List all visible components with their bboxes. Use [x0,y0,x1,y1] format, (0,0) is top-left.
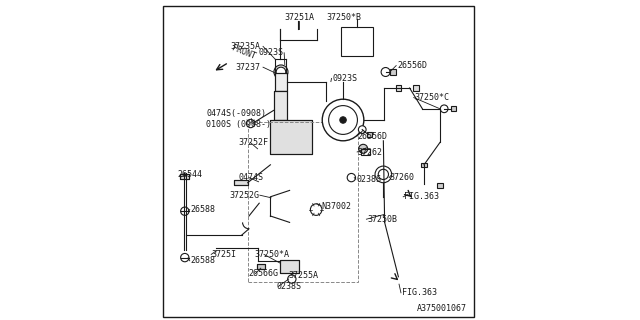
Bar [421,163,427,167]
Bar [361,149,370,155]
Bar [367,132,372,137]
Text: 26544: 26544 [178,170,203,179]
Text: 37255A: 37255A [288,271,318,280]
Text: 0474S(-0908): 0474S(-0908) [206,109,266,118]
Text: 37237: 37237 [236,63,261,72]
Bar [340,27,372,56]
Text: 37260: 37260 [390,173,415,182]
Circle shape [276,67,286,77]
Bar [180,174,189,179]
Circle shape [180,207,189,215]
Bar [234,180,248,185]
Text: 37252F: 37252F [239,138,268,147]
Bar [396,85,401,91]
Bar [280,260,298,273]
Text: FIG.363: FIG.363 [402,288,436,297]
Bar [234,180,248,185]
Text: 37250B: 37250B [367,215,397,224]
Text: 26588: 26588 [191,205,216,214]
Bar [270,120,312,154]
Circle shape [288,275,296,283]
Text: 0100S (0908-): 0100S (0908-) [206,120,271,129]
Text: 0238S: 0238S [277,282,302,291]
Circle shape [340,117,346,123]
Bar [257,264,265,269]
Circle shape [358,126,366,133]
Text: 37235A: 37235A [231,42,261,51]
Bar [274,91,287,120]
Circle shape [274,65,288,79]
Bar [275,73,287,91]
Bar [274,91,287,120]
Bar [280,260,298,273]
Bar [275,73,287,91]
Bar [180,174,189,179]
Circle shape [381,68,390,76]
Bar [257,264,265,269]
Bar [390,69,396,75]
Circle shape [347,173,356,182]
Circle shape [329,106,357,134]
Text: 26588: 26588 [191,256,216,265]
Text: 37262: 37262 [358,148,383,156]
Text: 0923S: 0923S [332,74,357,83]
Text: FRONT: FRONT [230,44,257,61]
Circle shape [246,119,255,128]
Text: 37250*A: 37250*A [254,250,289,259]
Circle shape [378,169,388,180]
Bar [451,106,456,111]
Text: 37252G: 37252G [229,191,259,200]
Text: 0238S: 0238S [357,175,382,184]
Text: 3725I: 3725I [211,250,236,259]
Circle shape [310,204,322,215]
Text: 26556D: 26556D [358,132,388,140]
Circle shape [375,166,392,183]
Text: 37251A: 37251A [284,13,314,22]
Circle shape [322,99,364,141]
Text: 0474S: 0474S [239,173,264,182]
Text: A375001067: A375001067 [417,304,467,313]
Text: FIG.363: FIG.363 [404,192,439,201]
Circle shape [358,144,367,153]
Bar [413,85,419,91]
Bar [270,120,312,154]
Text: 37250*B: 37250*B [326,13,362,22]
Text: 26566G: 26566G [248,269,278,278]
Text: 26556D: 26556D [397,61,428,70]
Bar [437,183,443,188]
Text: N37002: N37002 [322,202,351,211]
Text: 0923S: 0923S [258,48,283,57]
Text: 37250*C: 37250*C [415,93,449,102]
Bar [248,122,358,282]
Circle shape [180,253,189,262]
Circle shape [440,105,448,113]
